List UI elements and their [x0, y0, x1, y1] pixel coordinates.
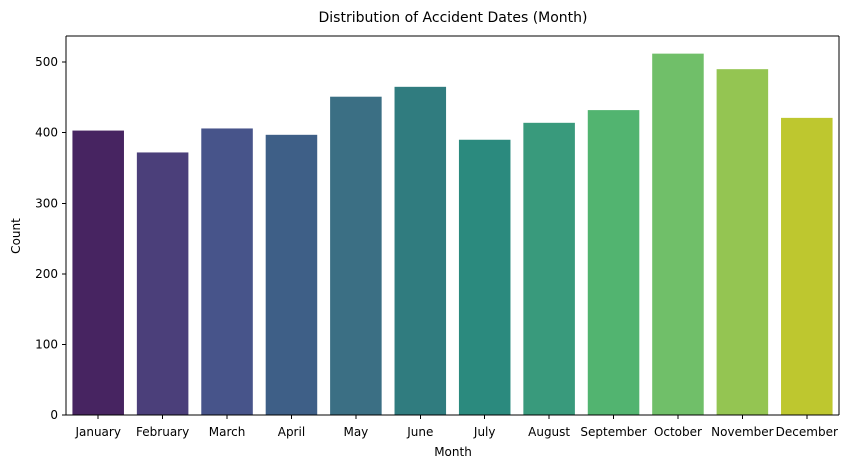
bar-september — [587, 110, 640, 416]
y-tick-label: 400 — [35, 126, 58, 140]
x-tick-label: February — [136, 425, 189, 439]
x-tick-label: December — [776, 425, 838, 439]
x-tick-label: March — [209, 425, 246, 439]
y-tick-label: 500 — [35, 55, 58, 69]
y-tick-label: 0 — [50, 408, 58, 422]
y-tick-label: 200 — [35, 267, 58, 281]
x-tick-label: August — [528, 425, 570, 439]
x-tick-label: July — [473, 425, 496, 439]
x-tick-label: May — [343, 425, 368, 439]
chart-title: Distribution of Accident Dates (Month) — [318, 10, 587, 26]
bar-october — [652, 53, 704, 415]
x-tick-label: April — [278, 425, 305, 439]
bar-january — [72, 130, 124, 415]
bar-april — [265, 134, 318, 415]
x-axis-ticks: January February March April May June July Augu… — [74, 415, 838, 439]
bar-february — [136, 152, 189, 415]
bar-november — [716, 69, 769, 416]
x-tick-label: October — [654, 425, 702, 439]
bar-may — [330, 96, 382, 415]
bar-july — [458, 139, 511, 415]
y-axis-label: Count — [9, 218, 23, 254]
y-axis-ticks: 0 100 200 300 400 500 — [35, 55, 66, 422]
x-tick-label: September — [580, 425, 646, 439]
x-axis-label: Month — [434, 445, 472, 459]
x-tick-label: June — [406, 425, 433, 439]
x-tick-label: November — [711, 425, 773, 439]
y-tick-label: 300 — [35, 196, 58, 210]
bar-december — [781, 117, 833, 416]
bars-group — [72, 53, 833, 416]
y-tick-label: 100 — [35, 337, 58, 351]
x-tick-label: January — [74, 425, 121, 439]
bar-august — [523, 122, 575, 415]
bar-march — [201, 128, 253, 415]
bar-june — [394, 86, 447, 415]
